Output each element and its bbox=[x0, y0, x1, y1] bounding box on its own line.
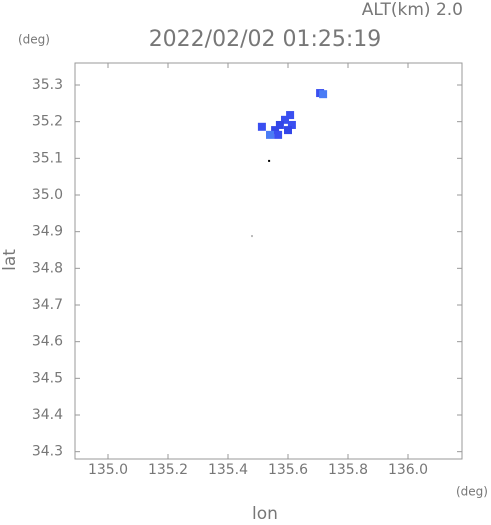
echo-point bbox=[271, 126, 280, 135]
y-tick-label: 34.3 bbox=[32, 444, 63, 460]
y-tick-label: 34.6 bbox=[32, 334, 63, 350]
echo-point bbox=[281, 115, 289, 124]
x-tick-label: 135.8 bbox=[328, 462, 368, 478]
y-tick-label: 34.8 bbox=[32, 260, 63, 276]
y-unit: (deg) bbox=[18, 33, 50, 47]
y-tick-label: 35.1 bbox=[32, 150, 63, 166]
y-tick-label: 35.0 bbox=[32, 187, 63, 203]
altitude-label: ALT(km) 2.0 bbox=[362, 0, 463, 20]
x-tick-label: 135.0 bbox=[88, 462, 128, 478]
x-tick-label: 135.2 bbox=[148, 462, 188, 478]
x-unit: (deg) bbox=[456, 485, 488, 499]
echo-point bbox=[319, 90, 328, 99]
y-tick-label: 34.5 bbox=[32, 370, 63, 386]
echo-point bbox=[275, 120, 284, 129]
y-tick-label: 34.4 bbox=[32, 407, 63, 423]
y-tick-label: 34.7 bbox=[32, 297, 63, 313]
echo-point bbox=[287, 120, 296, 129]
echo-point bbox=[274, 130, 283, 139]
echo-point bbox=[266, 130, 274, 139]
y-tick-label: 34.9 bbox=[32, 224, 63, 240]
plot-frame bbox=[74, 62, 463, 460]
chart-title: 2022/02/02 01:25:19 bbox=[149, 27, 382, 52]
echo-point bbox=[284, 126, 292, 135]
x-tick-label: 135.6 bbox=[268, 462, 308, 478]
echo-point bbox=[268, 159, 271, 162]
x-tick-label: 135.4 bbox=[208, 462, 248, 478]
x-tick-label: 136.0 bbox=[388, 462, 428, 478]
echo-point bbox=[286, 111, 295, 120]
y-axis-label: lat bbox=[0, 249, 20, 271]
echo-point bbox=[251, 235, 253, 238]
y-tick-label: 35.3 bbox=[32, 77, 63, 93]
x-axis-label: lon bbox=[252, 504, 278, 521]
y-tick-label: 35.2 bbox=[32, 114, 63, 130]
echo-point bbox=[257, 122, 266, 131]
